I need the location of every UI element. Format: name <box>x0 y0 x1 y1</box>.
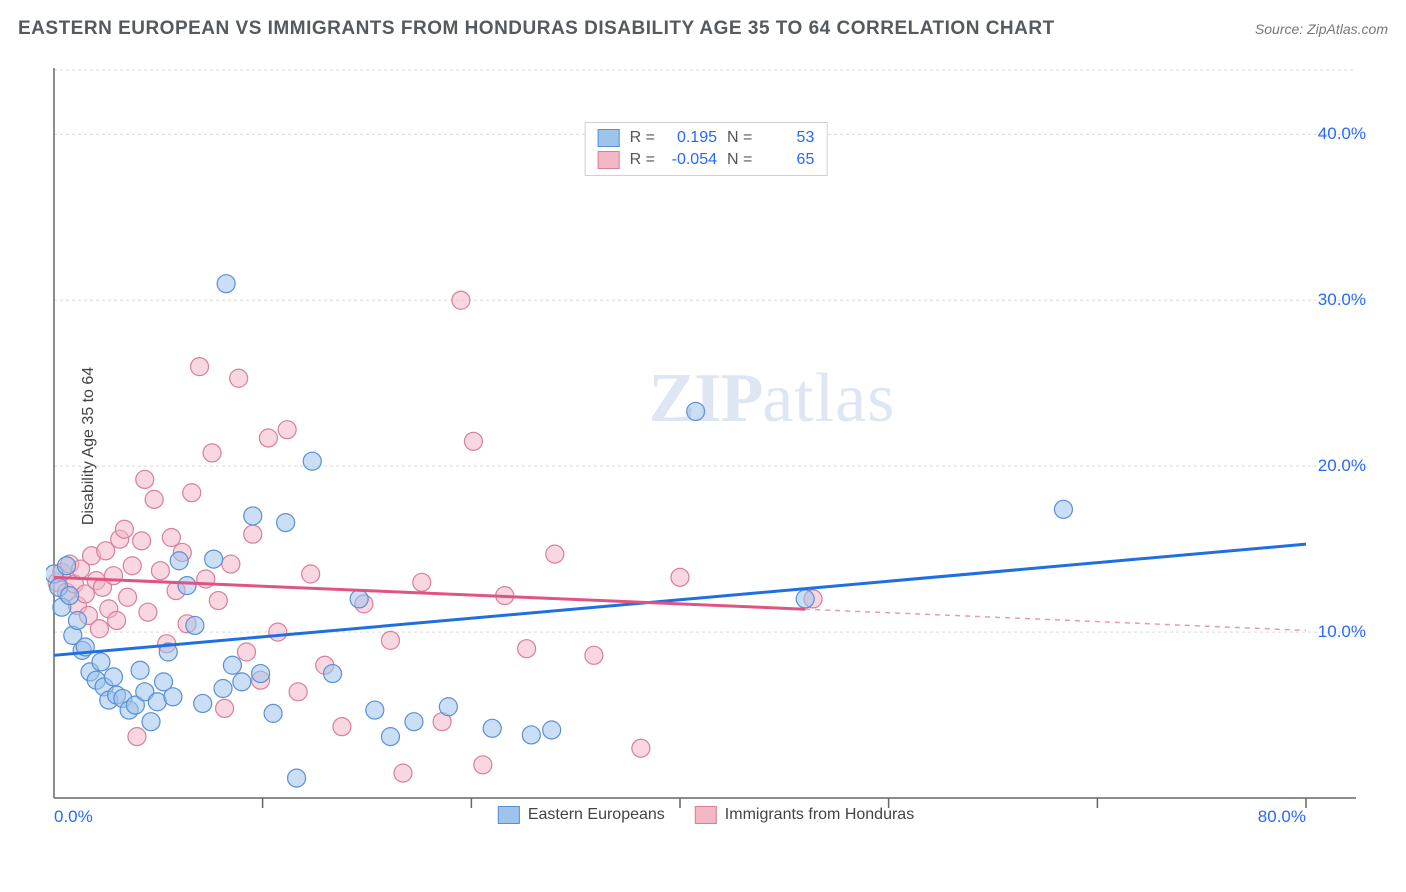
r-value-0: 0.195 <box>665 129 717 147</box>
y-tick-label: 40.0% <box>1318 124 1366 144</box>
legend-stats: R = 0.195 N = 53 R = -0.054 N = 65 <box>585 122 828 176</box>
n-value-0: 53 <box>762 129 814 147</box>
legend-stats-row-1: R = -0.054 N = 65 <box>594 149 819 171</box>
legend-label-1: Immigrants from Honduras <box>725 806 914 824</box>
legend-series: Eastern Europeans Immigrants from Hondur… <box>498 806 914 824</box>
source-label: Source: <box>1255 21 1307 37</box>
legend-item-0: Eastern Europeans <box>498 806 665 824</box>
n-value-1: 65 <box>762 151 814 169</box>
y-tick-label: 30.0% <box>1318 290 1366 310</box>
x-tick-label: 0.0% <box>54 807 93 827</box>
r-label-1: R = <box>630 151 655 169</box>
y-tick-label: 20.0% <box>1318 456 1366 476</box>
x-tick-label: 80.0% <box>1258 807 1306 827</box>
legend-swatch-b0 <box>498 806 520 824</box>
r-value-1: -0.054 <box>665 151 717 169</box>
source: Source: ZipAtlas.com <box>1255 21 1388 37</box>
legend-item-1: Immigrants from Honduras <box>695 806 914 824</box>
legend-swatch-0 <box>598 129 620 147</box>
header: EASTERN EUROPEAN VS IMMIGRANTS FROM HOND… <box>18 18 1388 40</box>
n-label-0: N = <box>727 129 752 147</box>
plot-area: ZIPatlas R = 0.195 N = 53 R = -0.054 N =… <box>46 60 1366 830</box>
legend-swatch-1 <box>598 151 620 169</box>
n-label-1: N = <box>727 151 752 169</box>
legend-label-0: Eastern Europeans <box>528 806 665 824</box>
y-tick-label: 10.0% <box>1318 622 1366 642</box>
source-name: ZipAtlas.com <box>1307 21 1388 37</box>
legend-swatch-b1 <box>695 806 717 824</box>
legend-stats-row-0: R = 0.195 N = 53 <box>594 127 819 149</box>
chart-title: EASTERN EUROPEAN VS IMMIGRANTS FROM HOND… <box>18 18 1055 40</box>
r-label-0: R = <box>630 129 655 147</box>
